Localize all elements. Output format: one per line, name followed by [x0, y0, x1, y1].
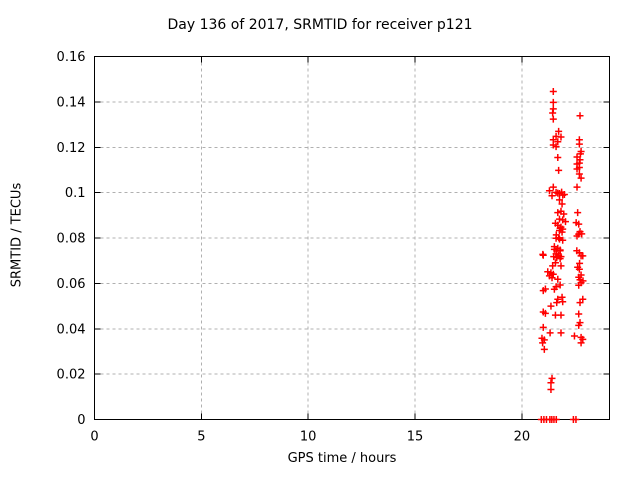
data-point-marker: [549, 115, 557, 123]
data-point-marker: [556, 247, 564, 255]
data-point-marker: [575, 140, 583, 148]
data-point-marker: [546, 329, 554, 337]
data-point-marker: [573, 232, 581, 240]
y-tick-label: 0.12: [57, 141, 86, 156]
data-point-marker: [555, 196, 563, 204]
data-point-marker: [570, 332, 578, 340]
data-point-marker: [556, 255, 564, 263]
data-point-marker: [548, 192, 556, 200]
data-point-marker: [556, 281, 564, 289]
y-tick-label: 0: [77, 413, 85, 428]
x-tick-label: 10: [300, 430, 317, 445]
data-point-marker: [560, 210, 568, 218]
data-point-marker: [549, 87, 557, 95]
data-point-marker: [573, 165, 581, 173]
data-point-marker: [554, 138, 562, 146]
data-point-marker: [557, 329, 565, 337]
data-point-marker: [554, 275, 562, 283]
y-tick-label: 0.02: [57, 368, 86, 383]
data-point-marker: [549, 270, 557, 278]
tick-labels: 0 5 10 15 20 0 0.02 0.04 0.06 0.08 0.1 0.12 0.14 0.16: [57, 50, 531, 445]
data-point-marker: [557, 311, 565, 319]
data-point-marker: [547, 302, 555, 310]
data-point-marker: [575, 310, 583, 318]
axis-ticks: [94, 56, 610, 420]
data-point-marker: [577, 339, 585, 347]
data-point-marker: [552, 143, 560, 151]
data-point-marker: [554, 295, 562, 303]
y-tick-label: 0.14: [57, 95, 86, 110]
data-point-marker: [545, 187, 553, 195]
data-point-marker: [575, 281, 583, 289]
data-point-marker: [575, 321, 583, 329]
data-point-marker: [572, 416, 580, 423]
data-point-marker: [575, 265, 583, 273]
data-point-marker: [549, 98, 557, 106]
data-point-marker: [555, 166, 563, 174]
data-point-marker: [558, 228, 566, 236]
data-point-marker: [539, 323, 547, 331]
data-point-marker: [552, 234, 560, 242]
y-tick-label: 0.06: [57, 277, 86, 292]
data-point-marker: [549, 109, 557, 117]
data-point-marker: [547, 386, 555, 394]
data-point-marker: [576, 259, 584, 267]
y-tick-label: 0.04: [57, 322, 86, 337]
data-point-marker: [547, 379, 555, 387]
x-axis-title: GPS time / hours: [287, 451, 397, 466]
data-point-marker: [559, 191, 567, 199]
data-point-marker: [579, 252, 587, 260]
data-points: [537, 87, 587, 423]
data-point-marker: [548, 274, 556, 282]
data-point-marker: [539, 287, 547, 295]
plot-border: [94, 56, 610, 420]
data-point-marker: [557, 262, 565, 270]
data-point-marker: [574, 209, 582, 217]
data-point-marker: [539, 339, 547, 347]
data-point-marker: [554, 209, 562, 217]
x-tick-label: 15: [407, 430, 424, 445]
x-tick-label: 20: [514, 430, 531, 445]
data-point-marker: [555, 235, 563, 243]
data-point-marker: [549, 262, 557, 270]
data-point-marker: [539, 250, 547, 258]
data-point-marker: [576, 112, 584, 120]
data-point-marker: [559, 236, 567, 244]
data-point-marker: [559, 298, 567, 306]
chart-title: Day 136 of 2017, SRMTID for receiver p12…: [167, 17, 473, 33]
data-point-marker: [549, 183, 557, 191]
y-tick-label: 0.16: [57, 50, 86, 65]
data-point-marker: [552, 416, 560, 423]
data-point-marker: [540, 345, 548, 353]
data-point-marker: [553, 254, 561, 262]
plot-border-rect: [94, 56, 610, 420]
x-tick-label: 0: [90, 430, 98, 445]
grid-lines: [94, 56, 610, 420]
data-point-marker: [544, 268, 552, 276]
data-point-marker: [541, 309, 549, 317]
data-point-marker: [557, 133, 565, 141]
data-point-marker: [561, 218, 569, 226]
data-point-marker: [577, 174, 585, 182]
data-point-marker: [555, 127, 563, 135]
data-point-marker: [575, 220, 583, 228]
data-point-marker: [558, 200, 566, 208]
x-tick-label: 5: [197, 430, 205, 445]
data-point-marker: [576, 150, 584, 158]
y-tick-label: 0.08: [57, 232, 86, 247]
data-point-marker: [548, 374, 556, 382]
data-point-marker: [575, 170, 583, 178]
data-point-marker: [576, 299, 584, 307]
y-tick-label: 0.1: [65, 186, 86, 201]
data-point-marker: [573, 183, 581, 191]
data-point-marker: [553, 299, 561, 307]
data-point-marker: [554, 153, 562, 161]
data-point-marker: [550, 285, 558, 293]
